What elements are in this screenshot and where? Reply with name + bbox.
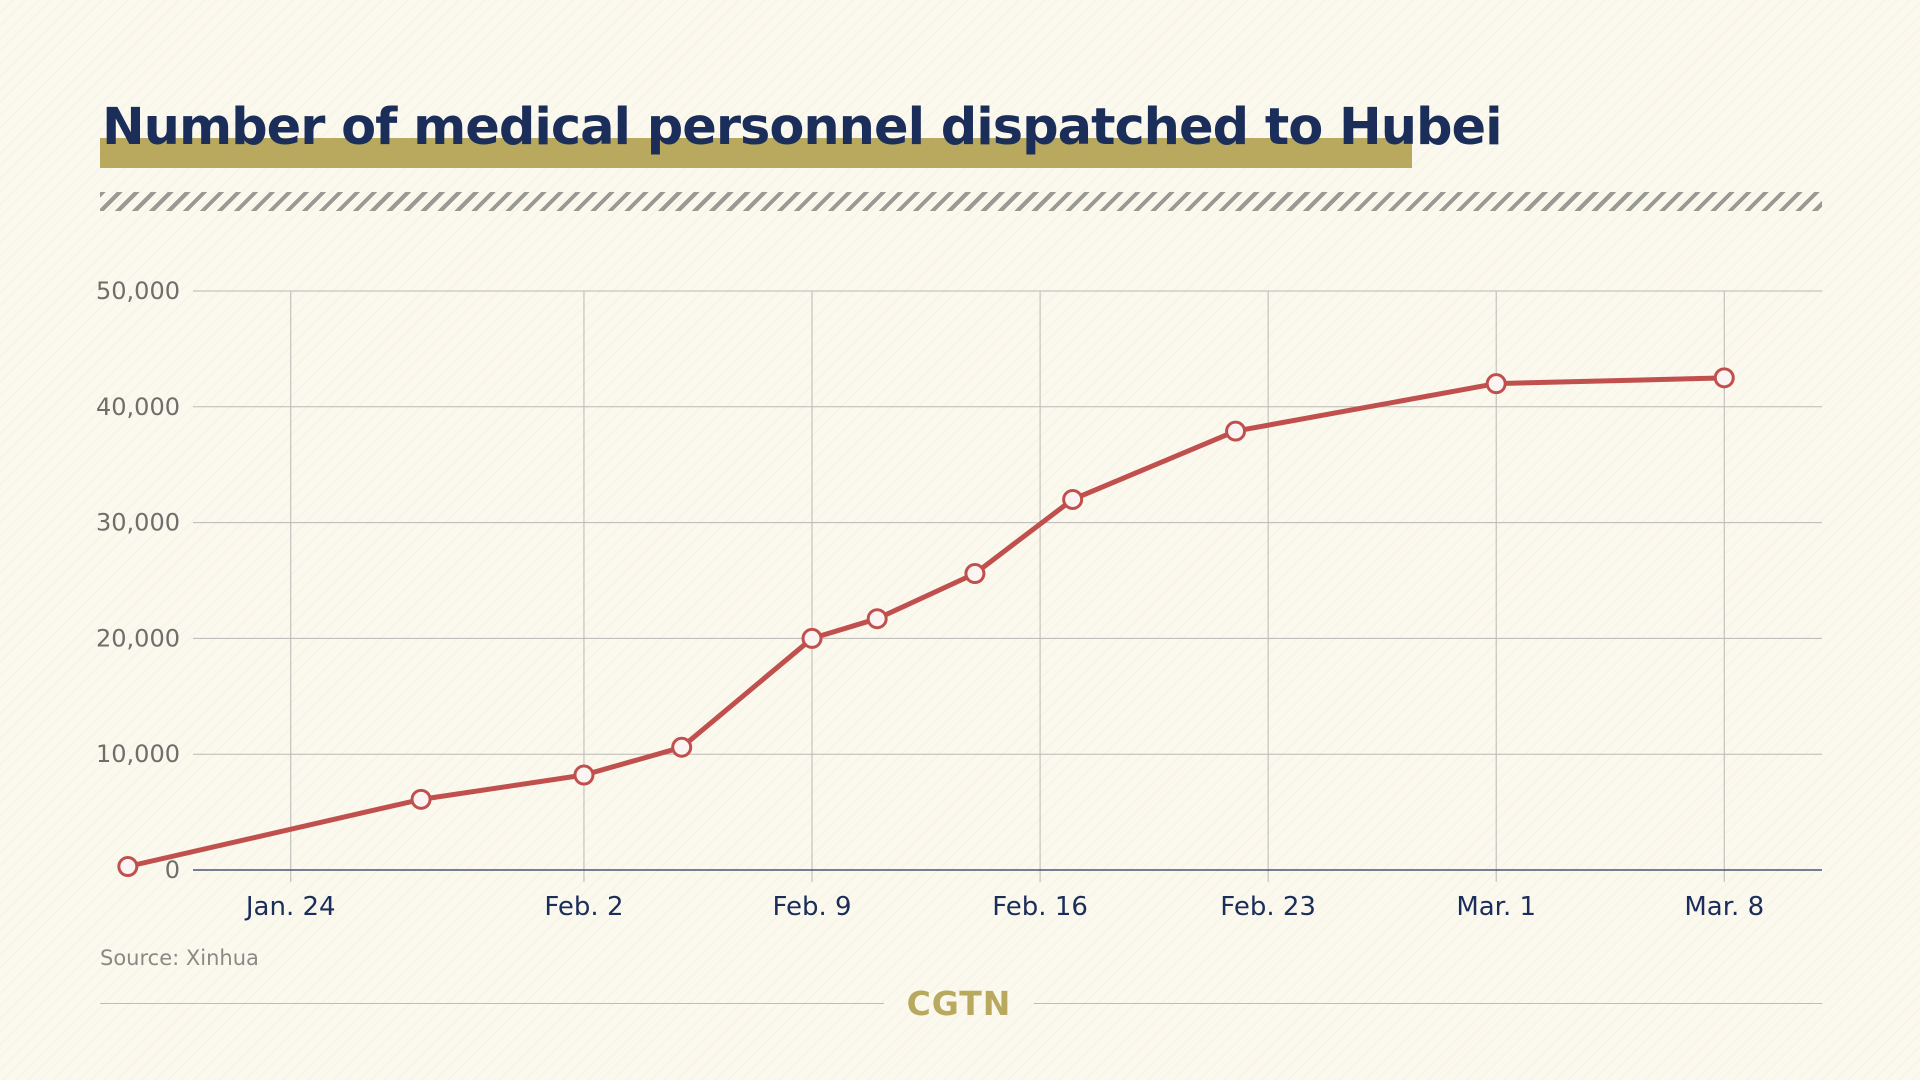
hatched-divider [100,192,1822,211]
data-point [410,788,432,810]
data-point [1485,373,1507,395]
x-tick-label: Mar. 1 [1456,892,1536,922]
x-tick-label: Feb. 16 [992,892,1088,922]
data-point [866,608,888,630]
title-block: Number of medical personnel dispatched t… [100,92,1503,170]
x-tick-label: Feb. 2 [544,892,623,922]
x-tick-label: Feb. 9 [772,892,851,922]
data-point [1062,488,1084,510]
y-tick-label: 30,000 [96,509,180,537]
source-note: Source: Xinhua [100,946,259,970]
x-tick-labels: Jan. 24 Feb. 2 Feb. 9 Feb. 16 Feb. 23 Mar. 1 M… [244,892,1764,922]
x-tick-label: Feb. 23 [1220,892,1316,922]
data-point [1225,420,1247,442]
y-tick-labels: 0 10,000 20,000 30,000 40,000 50,000 [96,277,180,884]
data-point [117,856,139,878]
cgtn-logo: CGTN [906,984,1012,1023]
title-underline-bar [100,138,1412,168]
series-line [125,375,1727,869]
data-point [964,563,986,585]
y-tick-label: 50,000 [96,277,180,305]
data-point [671,736,693,758]
y-tick-label: 10,000 [96,740,180,768]
series-group [117,367,1735,878]
y-tick-label: 20,000 [96,624,180,652]
data-point [573,764,595,786]
y-tick-label: 0 [165,856,180,884]
y-tick-label: 40,000 [96,393,180,421]
x-tick-label: Jan. 24 [244,892,336,922]
footer-rule-right [1034,1003,1822,1004]
footer-rule-left [100,1003,884,1004]
y-gridlines [193,290,1822,755]
data-point [801,627,823,649]
x-tick-label: Mar. 8 [1684,892,1764,922]
data-point [1713,367,1735,389]
x-gridlines [290,291,1725,882]
chart-title: Number of medical personnel dispatched t… [102,98,1503,157]
